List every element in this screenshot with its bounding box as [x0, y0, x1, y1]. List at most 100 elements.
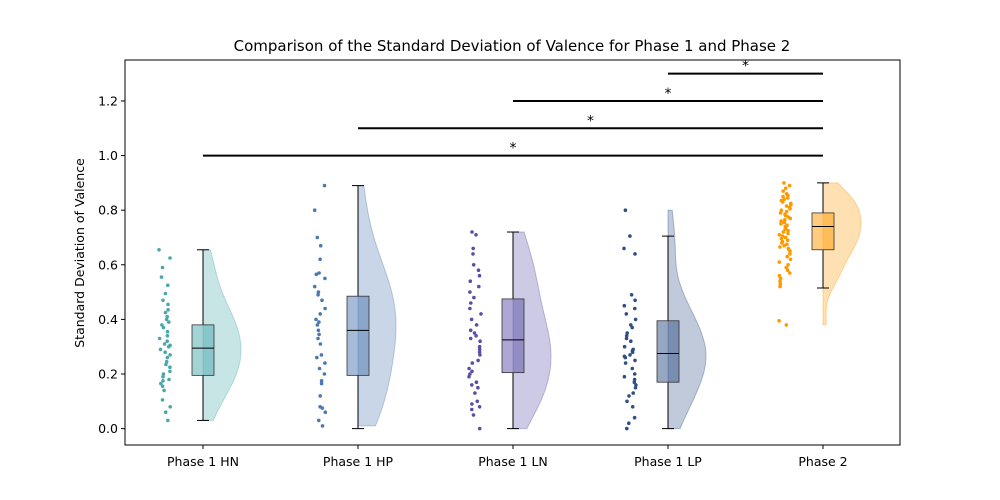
data-point	[632, 372, 637, 376]
y-tick-label: 0.4	[98, 312, 118, 327]
data-point	[469, 301, 473, 305]
box-3	[656, 320, 680, 383]
data-point	[784, 323, 789, 327]
data-point	[164, 317, 169, 322]
violin-half-4	[822, 182, 862, 326]
data-point	[628, 353, 632, 357]
data-point	[778, 284, 782, 289]
y-tick-label: 1.2	[98, 93, 118, 108]
data-point	[779, 208, 784, 212]
data-point	[165, 314, 169, 319]
data-point	[468, 336, 473, 341]
data-point	[317, 332, 321, 337]
plot-frame	[124, 59, 901, 446]
data-point	[319, 353, 324, 357]
data-point	[477, 273, 482, 278]
data-point	[320, 406, 325, 410]
data-point	[788, 216, 793, 221]
x-tick-label: Phase 1 HN	[167, 454, 239, 469]
data-point	[777, 233, 782, 237]
chart-title: Comparison of the Standard Deviation of …	[234, 37, 791, 55]
box-0	[191, 324, 215, 376]
data-point	[783, 235, 788, 240]
data-point	[786, 193, 790, 197]
data-point	[630, 405, 635, 409]
data-point	[785, 238, 790, 242]
data-point	[165, 334, 170, 338]
data-point	[474, 380, 479, 385]
significance-label: *	[665, 86, 672, 102]
data-point	[477, 284, 481, 289]
data-point	[157, 248, 161, 252]
data-point	[778, 276, 783, 281]
x-tick-label: Phase 1 HP	[323, 454, 394, 469]
data-point	[472, 331, 477, 335]
data-point	[627, 394, 631, 398]
data-point	[320, 298, 324, 303]
data-point	[633, 298, 637, 303]
y-tick-label: 0.0	[98, 421, 118, 436]
significance-label: *	[742, 59, 749, 75]
data-point	[162, 342, 167, 346]
data-point	[785, 196, 790, 200]
data-point	[783, 217, 787, 222]
data-point	[166, 344, 171, 349]
data-point	[782, 197, 786, 202]
data-point	[625, 399, 629, 404]
data-point	[633, 252, 637, 256]
data-point	[623, 355, 628, 360]
data-point	[468, 290, 472, 294]
y-tick-label: 0.2	[98, 367, 118, 382]
data-point	[317, 418, 321, 423]
data-point	[624, 312, 629, 316]
data-point	[162, 388, 166, 393]
data-point	[314, 317, 318, 322]
data-point	[622, 246, 626, 251]
data-point	[160, 265, 165, 270]
x-tick-label: Phase 2	[798, 454, 847, 469]
data-point	[319, 381, 324, 386]
data-point	[468, 279, 473, 284]
data-point	[161, 379, 165, 383]
data-point	[168, 369, 172, 374]
data-point	[477, 344, 482, 349]
data-point	[476, 385, 480, 390]
data-point	[622, 303, 627, 308]
box-2	[501, 298, 525, 374]
data-point	[470, 230, 474, 234]
data-point	[630, 366, 635, 371]
data-point	[622, 374, 627, 379]
data-point	[622, 344, 627, 349]
data-point	[472, 295, 476, 300]
data-point	[477, 426, 482, 431]
data-point	[630, 350, 635, 355]
data-point	[318, 394, 323, 398]
data-point	[633, 358, 637, 363]
data-point	[780, 241, 784, 245]
violin-half-0	[202, 249, 242, 421]
data-point	[777, 273, 782, 278]
data-point	[166, 283, 170, 288]
data-point	[467, 366, 471, 371]
data-point	[785, 254, 789, 259]
data-point	[160, 384, 165, 389]
data-point	[781, 194, 785, 199]
data-point	[471, 263, 476, 267]
data-point	[316, 328, 321, 333]
data-point	[625, 426, 629, 431]
data-point	[786, 231, 790, 236]
data-point	[781, 189, 785, 193]
data-point	[467, 374, 471, 379]
data-point	[777, 260, 782, 264]
data-point	[168, 365, 172, 370]
data-point	[317, 366, 322, 371]
data-point	[470, 383, 474, 387]
data-point	[312, 284, 317, 289]
data-point	[161, 325, 166, 330]
data-point	[317, 271, 321, 275]
data-point	[782, 181, 786, 185]
data-point	[784, 204, 789, 208]
data-point	[323, 410, 328, 415]
data-point	[164, 362, 168, 367]
